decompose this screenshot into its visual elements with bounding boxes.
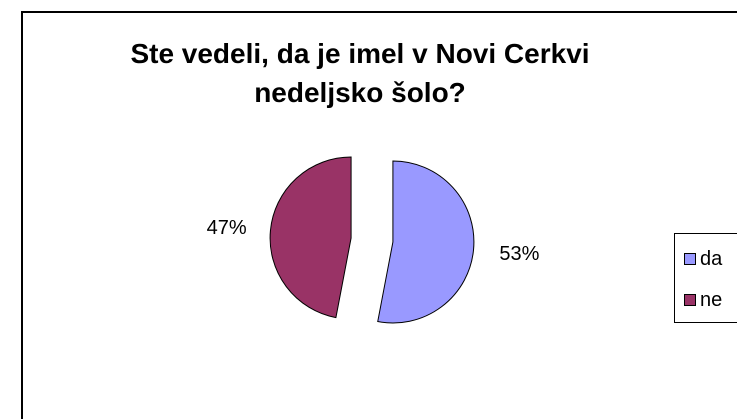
legend-item-ne: ne <box>684 289 722 311</box>
chart-title: Ste vedeli, da je imel v Novi Cerkvi ned… <box>60 34 660 112</box>
chart-area <box>21 11 737 419</box>
legend-item-da: da <box>684 248 722 270</box>
legend-label-da: da <box>700 247 723 270</box>
legend-swatch-da <box>684 253 696 265</box>
pie-slice-da <box>377 160 475 324</box>
data-label-da: 53% <box>499 243 539 265</box>
chart-title-line-2: nedeljsko šolo? <box>254 77 466 108</box>
data-label-ne: 47% <box>207 217 247 239</box>
pie-slice-ne <box>269 156 352 319</box>
chart-title-line-1: Ste vedeli, da je imel v Novi Cerkvi <box>130 38 590 69</box>
legend-label-ne: ne <box>700 288 723 311</box>
legend: da ne <box>674 233 737 323</box>
legend-swatch-ne <box>684 294 696 306</box>
